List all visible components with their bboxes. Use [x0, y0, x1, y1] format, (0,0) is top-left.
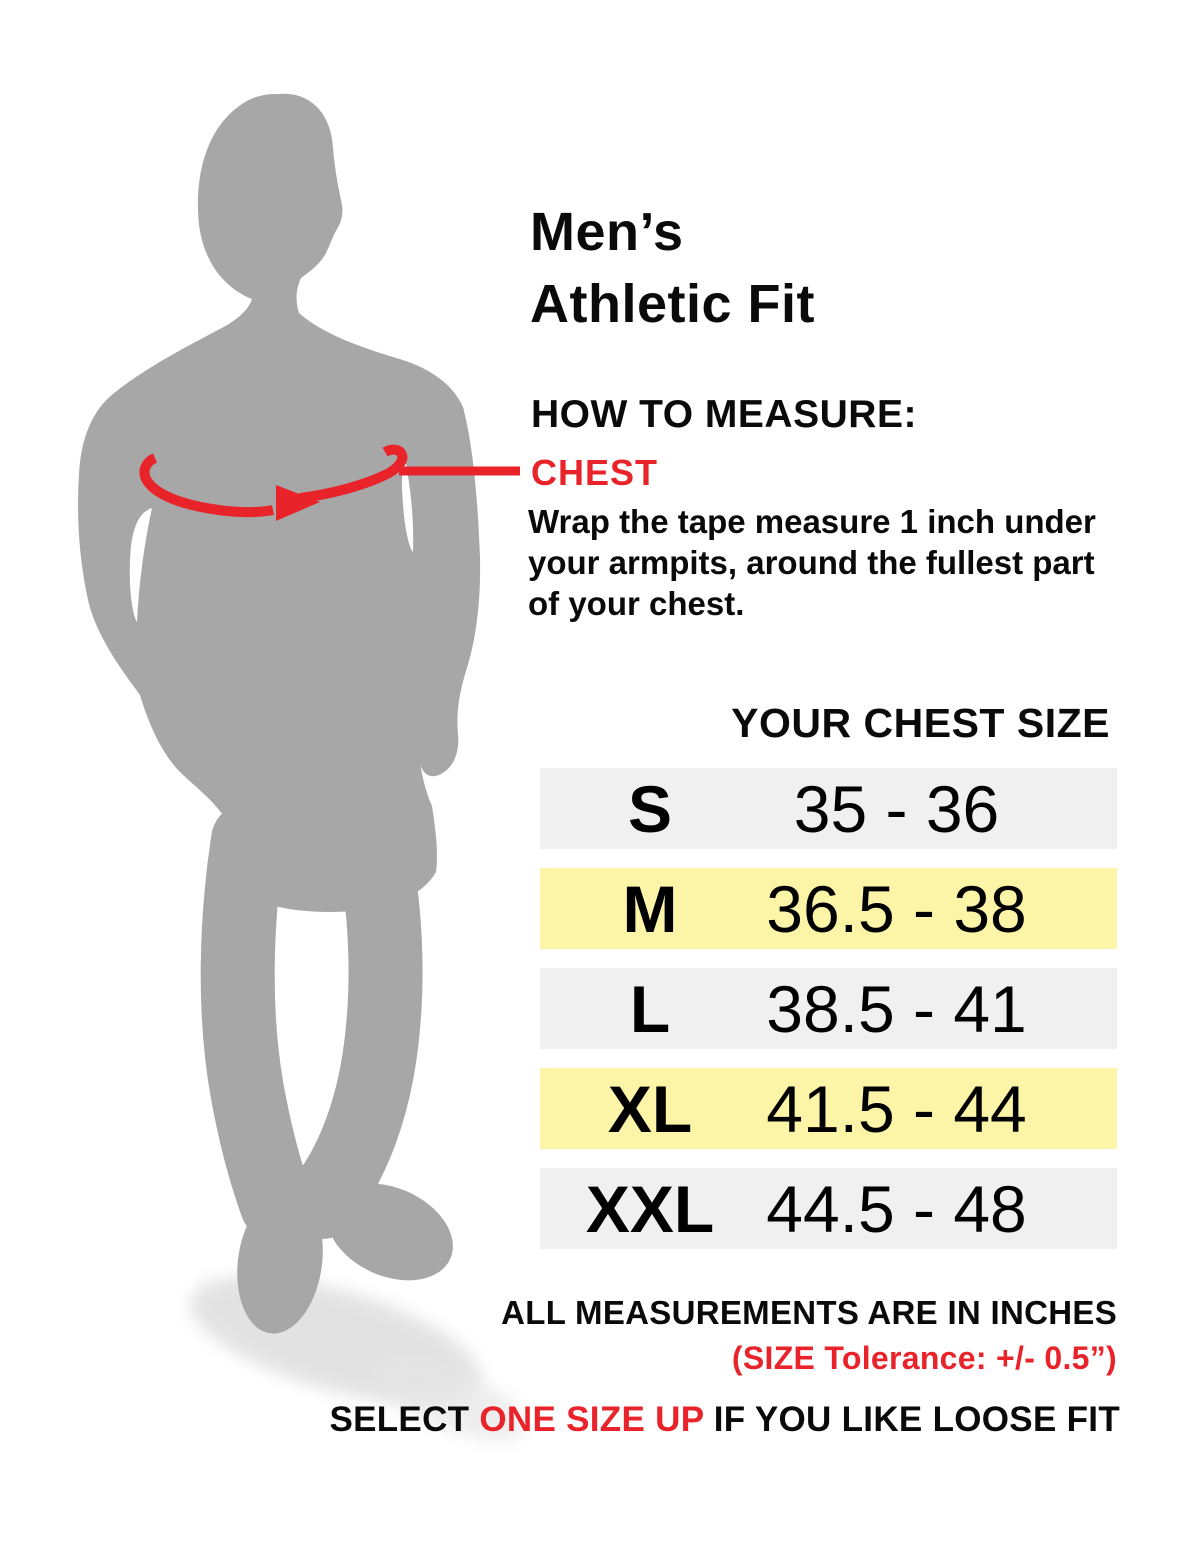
- size-label: L: [629, 971, 671, 1046]
- size-range: 36.5 - 38: [766, 871, 1027, 946]
- measure-description: Wrap the tape measure 1 inch under your …: [528, 501, 1188, 624]
- description-line: of your chest.: [528, 585, 745, 622]
- table-row-xxl: XXL 44.5 - 48: [540, 1168, 1117, 1249]
- loose-fit-note: SELECT ONE SIZE UP IF YOU LIKE LOOSE FIT: [280, 1400, 1120, 1440]
- standing-man-silhouette: [78, 93, 481, 1334]
- arrowhead: [276, 485, 320, 521]
- size-label: XXL: [585, 1171, 715, 1246]
- loose-fit-prefix: SELECT: [329, 1400, 480, 1439]
- chest-tape-measure-arrow: [139, 444, 408, 518]
- size-range: 41.5 - 44: [766, 1071, 1027, 1146]
- table-row-xl: XL 41.5 - 44: [540, 1068, 1117, 1149]
- description-line: Wrap the tape measure 1 inch under: [528, 503, 1096, 540]
- loose-fit-suffix: IF YOU LIKE LOOSE FIT: [703, 1400, 1120, 1439]
- table-row-m: M 36.5 - 38: [540, 868, 1117, 949]
- how-to-measure-heading: HOW TO MEASURE:: [531, 393, 917, 436]
- page-title: Men’s Athletic Fit: [530, 196, 815, 340]
- description-line: your armpits, around the fullest part: [528, 544, 1095, 581]
- size-label: M: [622, 871, 678, 946]
- size-label: XL: [607, 1071, 693, 1146]
- loose-fit-highlight: ONE SIZE UP: [479, 1400, 704, 1439]
- size-range: 44.5 - 48: [766, 1171, 1027, 1246]
- size-range: 35 - 36: [793, 771, 1000, 846]
- title-line-2: Athletic Fit: [530, 274, 815, 334]
- arm-gap-highlights: [129, 458, 414, 622]
- size-table-header: YOUR CHEST SIZE: [731, 700, 1110, 746]
- title-line-1: Men’s: [530, 202, 684, 262]
- size-table: YOUR CHEST SIZE S 35 - 36 M 36.5 - 38 L …: [540, 700, 1117, 1249]
- table-row-s: S 35 - 36: [540, 768, 1117, 849]
- size-label: S: [627, 771, 673, 846]
- tolerance-note: (SIZE Tolerance: +/- 0.5”): [731, 1340, 1117, 1376]
- chest-label: CHEST: [531, 452, 659, 493]
- measurements-note: ALL MEASUREMENTS ARE IN INCHES: [501, 1294, 1117, 1331]
- table-row-l: L 38.5 - 41: [540, 968, 1117, 1049]
- size-range: 38.5 - 41: [766, 971, 1027, 1046]
